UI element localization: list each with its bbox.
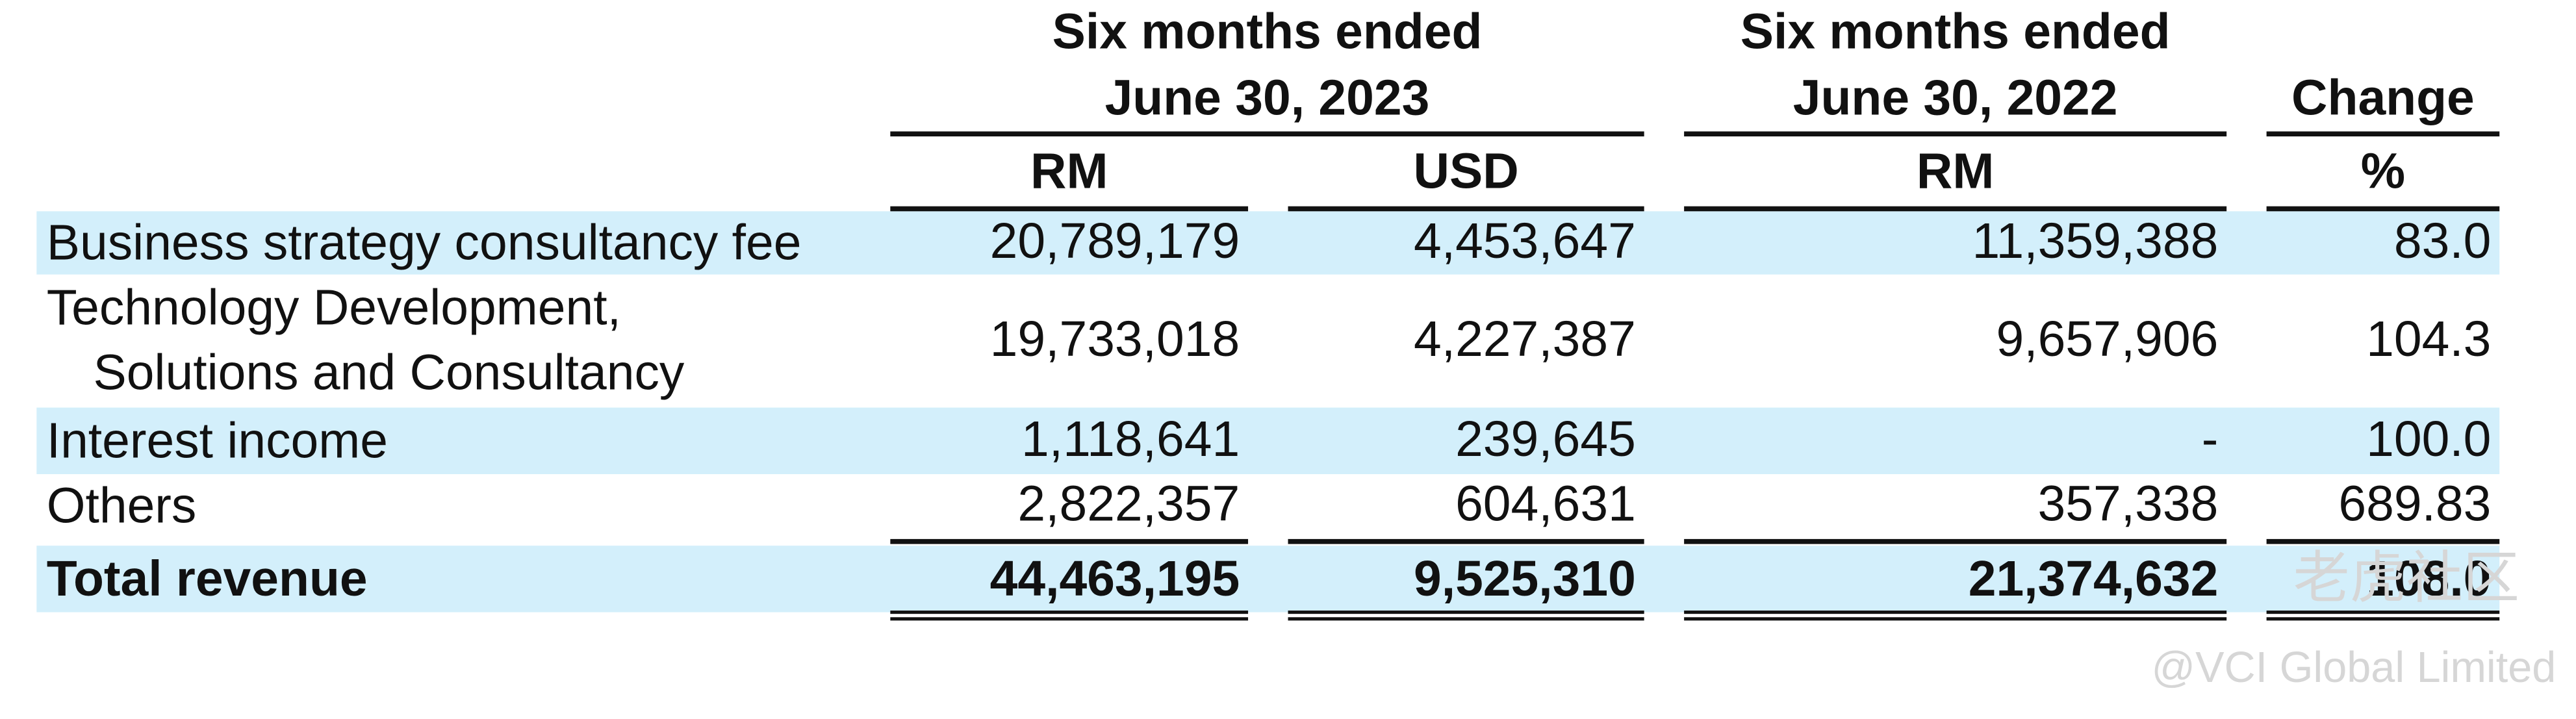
cell-value: 604,631: [1455, 477, 1636, 533]
total-rule: [1684, 617, 2227, 621]
header-rule: [2266, 206, 2500, 212]
cell-value: 357,338: [2037, 477, 2219, 533]
total-value: 108.0: [2366, 552, 2492, 607]
unit-header: USD: [1413, 144, 1519, 200]
unit-header: RM: [1916, 144, 1995, 200]
cell-value: 689.83: [2338, 477, 2492, 533]
row-shade: [36, 407, 2500, 474]
cell-value: 20,789,179: [989, 214, 1240, 270]
row-label: Others: [46, 478, 197, 533]
cell-value: 4,227,387: [1413, 312, 1636, 368]
cell-value: -: [2201, 412, 2219, 468]
watermark-credit: @VCI Global Limited: [2151, 642, 2557, 692]
header-rule: [1684, 131, 2227, 137]
row-label: Interest income: [46, 413, 389, 469]
cell-value: 239,645: [1455, 412, 1636, 468]
cell-value: 1,118,641: [1021, 412, 1240, 468]
unit-header: %: [2360, 144, 2406, 200]
watermark-logo: 老虎社区: [2293, 546, 2519, 612]
cell-value: 11,359,388: [1972, 214, 2219, 270]
total-rule: [1684, 538, 2227, 544]
row-shade: [36, 546, 2500, 612]
cell-value: 19,733,018: [989, 312, 1240, 368]
total-rule: [1288, 617, 1644, 621]
cell-value: 104.3: [2366, 312, 2492, 368]
total-rule: [2266, 538, 2500, 544]
header-rule: [890, 131, 1644, 137]
total-rule: [1288, 538, 1644, 544]
cell-value: 83.0: [2393, 214, 2492, 270]
total-rule: [1288, 611, 1644, 614]
total-value: 9,525,310: [1413, 552, 1636, 607]
total-rule: [890, 617, 1249, 621]
total-rule: [2266, 617, 2500, 621]
total-value: 44,463,195: [989, 552, 1240, 607]
cell-value: 4,453,647: [1413, 214, 1636, 270]
row-label: Solutions and Consultancy: [93, 346, 685, 401]
cell-value: 9,657,906: [1996, 312, 2219, 368]
row-label: Technology Development,: [46, 281, 621, 336]
column-group-header: June 30, 2022: [1792, 71, 2118, 127]
total-rule: [1684, 611, 2227, 614]
unit-header: RM: [1030, 144, 1108, 200]
header-rule: [1288, 206, 1644, 212]
total-rule: [890, 538, 1249, 544]
header-rule: [890, 206, 1249, 212]
row-label: Business strategy consultancy fee: [46, 215, 802, 271]
total-rule: [890, 611, 1249, 614]
header-rule: [1684, 206, 2227, 212]
total-rule: [2266, 611, 2500, 614]
column-group-header: June 30, 2023: [1104, 71, 1430, 127]
column-group-header: Six months ended: [1052, 5, 1483, 60]
row-shade: [36, 211, 2500, 275]
column-group-header: Six months ended: [1740, 5, 2171, 60]
column-group-header: Change: [2291, 71, 2475, 127]
cell-value: 2,822,357: [1017, 477, 1240, 533]
cell-value: 100.0: [2366, 412, 2492, 468]
header-rule: [2266, 131, 2500, 137]
total-value: 21,374,632: [1968, 552, 2219, 607]
total-label: Total revenue: [46, 552, 368, 607]
